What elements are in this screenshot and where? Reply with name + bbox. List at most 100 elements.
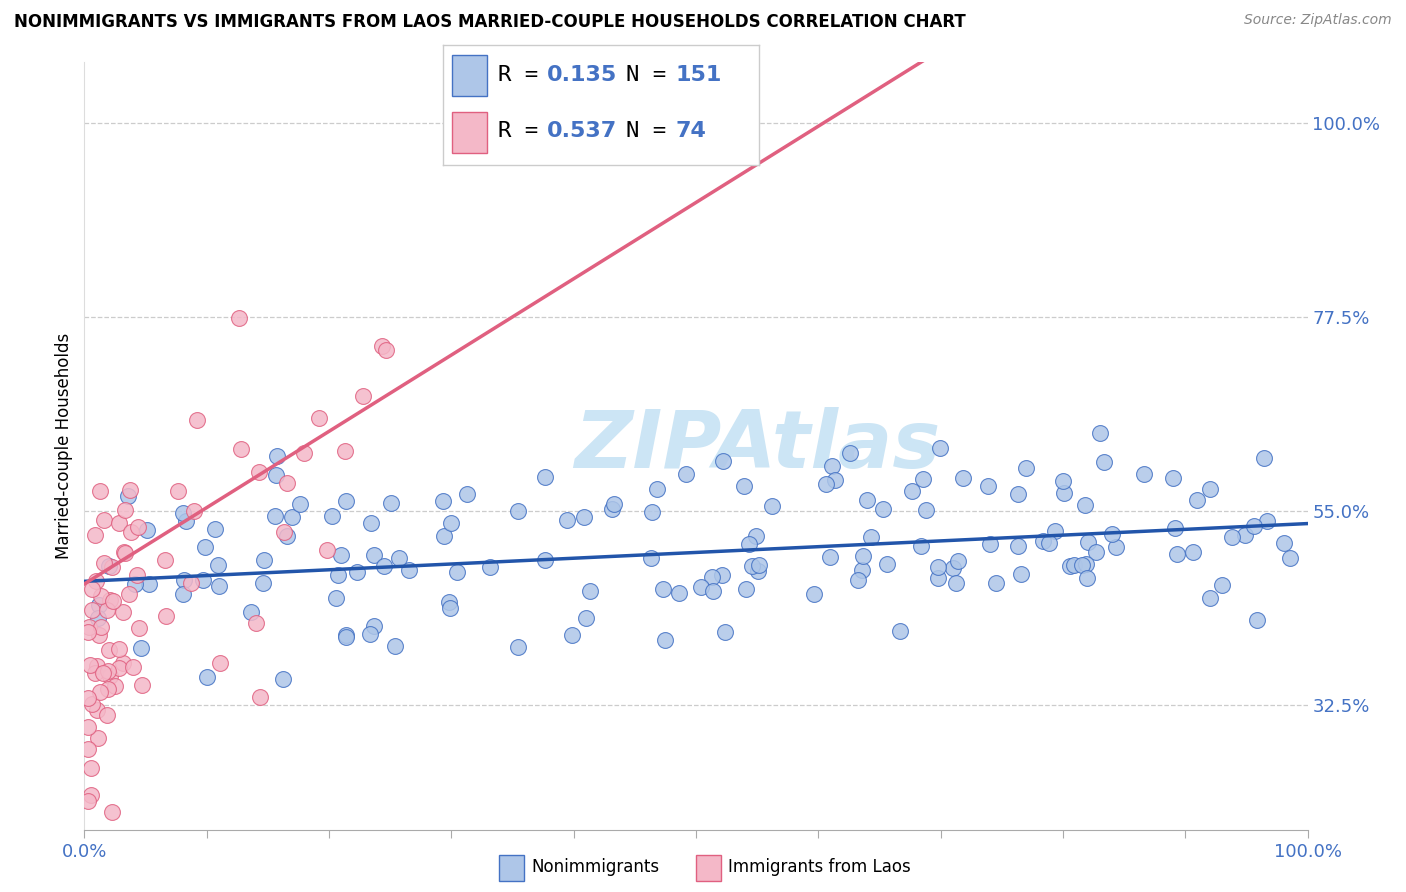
Point [204, 523, 226, 537]
Text: N =: N = [627, 120, 681, 141]
Point [820, 459, 842, 474]
Point [194, 540, 217, 554]
Point [120, 483, 142, 497]
Point [172, 506, 194, 520]
Point [839, 446, 862, 460]
Point [138, 576, 160, 591]
Point [456, 486, 478, 500]
Point [654, 633, 676, 648]
Point [93, 556, 115, 570]
Point [824, 473, 846, 487]
Point [1088, 425, 1111, 440]
Point [91, 665, 114, 680]
Point [360, 516, 382, 530]
Point [872, 501, 894, 516]
Text: N =: N = [627, 65, 681, 86]
Point [326, 567, 349, 582]
Y-axis label: Married-couple Households: Married-couple Households [55, 333, 73, 559]
Point [984, 576, 1007, 591]
Point [107, 661, 129, 675]
Point [371, 339, 394, 353]
Point [745, 529, 768, 543]
Point [711, 568, 734, 582]
Point [1015, 461, 1038, 475]
Bar [453, 55, 486, 96]
Point [1182, 545, 1205, 559]
Point [901, 483, 924, 498]
Point [675, 467, 697, 482]
Point [80, 788, 103, 802]
Point [90, 589, 112, 603]
Point [208, 579, 231, 593]
Point [335, 494, 357, 508]
Point [183, 504, 205, 518]
Point [432, 494, 454, 508]
Point [208, 657, 231, 671]
Point [80, 761, 103, 775]
Point [195, 670, 218, 684]
Point [330, 548, 353, 562]
Point [117, 489, 139, 503]
Point [1233, 528, 1256, 542]
Point [346, 565, 368, 579]
Point [374, 343, 396, 357]
Point [889, 624, 911, 639]
Point [118, 587, 141, 601]
Point [207, 558, 229, 572]
Point [976, 479, 998, 493]
Point [735, 582, 758, 596]
Point [927, 560, 949, 574]
Point [87, 628, 110, 642]
Point [276, 476, 298, 491]
Point [166, 483, 188, 498]
Point [803, 587, 825, 601]
Text: 74: 74 [675, 120, 706, 141]
Point [600, 502, 623, 516]
Point [100, 593, 122, 607]
Text: Immigrants from Laos: Immigrants from Laos [728, 858, 911, 876]
Point [1059, 559, 1081, 574]
Point [153, 553, 176, 567]
Point [856, 493, 879, 508]
Point [1211, 577, 1233, 591]
Point [1085, 545, 1108, 559]
Point [77, 742, 100, 756]
Point [87, 731, 110, 746]
Point [1032, 533, 1054, 548]
Point [173, 573, 195, 587]
Text: 151: 151 [675, 65, 721, 86]
Point [352, 389, 374, 403]
Point [1220, 530, 1243, 544]
Point [952, 471, 974, 485]
Point [1101, 527, 1123, 541]
Point [249, 690, 271, 705]
Point [112, 605, 135, 619]
Point [506, 640, 529, 654]
Point [1063, 558, 1085, 572]
Point [818, 550, 841, 565]
Point [846, 573, 869, 587]
Point [82, 582, 104, 597]
Point [108, 642, 131, 657]
Point [945, 575, 967, 590]
Point [86, 658, 108, 673]
Point [602, 497, 624, 511]
Point [942, 561, 965, 575]
Point [1076, 558, 1098, 572]
Point [180, 576, 202, 591]
Point [747, 564, 769, 578]
Point [120, 525, 142, 540]
Point [534, 469, 557, 483]
Point [927, 571, 949, 585]
Point [124, 577, 146, 591]
Point [579, 584, 602, 599]
Point [86, 703, 108, 717]
Point [561, 628, 583, 642]
Point [101, 594, 124, 608]
Point [90, 620, 112, 634]
Point [273, 524, 295, 539]
Point [155, 609, 177, 624]
Text: R =: R = [498, 120, 551, 141]
Point [193, 574, 215, 588]
Point [506, 503, 529, 517]
